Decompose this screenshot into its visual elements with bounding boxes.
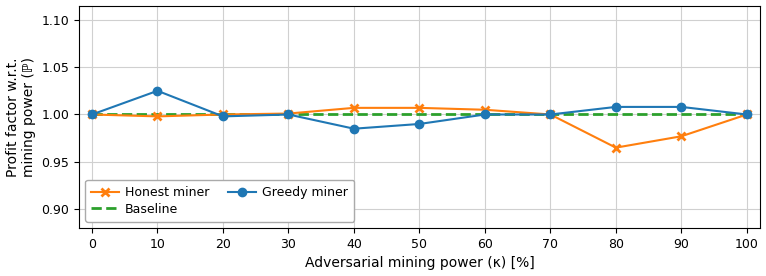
Honest miner — [284, 112, 293, 115]
Legend: Honest miner, Baseline, Greedy miner, : Honest miner, Baseline, Greedy miner, — [85, 180, 354, 222]
Baseline — [284, 113, 293, 116]
Baseline — [480, 113, 489, 116]
Line: Greedy miner: Greedy miner — [88, 87, 751, 133]
Honest miner — [153, 115, 162, 118]
Honest miner — [87, 113, 97, 116]
Greedy miner — [480, 113, 489, 116]
Honest miner — [742, 113, 751, 116]
Greedy miner — [87, 113, 97, 116]
Y-axis label: Profit factor w.r.t.
mining power (ℙ): Profit factor w.r.t. mining power (ℙ) — [5, 57, 36, 177]
Greedy miner — [611, 105, 620, 108]
Baseline — [546, 113, 555, 116]
Greedy miner — [284, 113, 293, 116]
Baseline — [415, 113, 424, 116]
Greedy miner — [546, 113, 555, 116]
Honest miner — [480, 108, 489, 112]
Greedy miner — [153, 89, 162, 92]
Line: Honest miner: Honest miner — [88, 104, 751, 152]
Greedy miner — [415, 122, 424, 126]
Greedy miner — [676, 105, 686, 108]
Greedy miner — [742, 113, 751, 116]
Baseline — [218, 113, 228, 116]
Baseline — [676, 113, 686, 116]
Greedy miner — [349, 127, 358, 130]
Honest miner — [349, 106, 358, 110]
Baseline — [349, 113, 358, 116]
Honest miner — [611, 146, 620, 149]
Baseline — [611, 113, 620, 116]
Honest miner — [676, 135, 686, 138]
Baseline — [742, 113, 751, 116]
Greedy miner — [218, 115, 228, 118]
Honest miner — [218, 113, 228, 116]
X-axis label: Adversarial mining power (κ) [%]: Adversarial mining power (κ) [%] — [305, 256, 535, 270]
Baseline — [153, 113, 162, 116]
Honest miner — [546, 113, 555, 116]
Baseline — [87, 113, 97, 116]
Honest miner — [415, 106, 424, 110]
